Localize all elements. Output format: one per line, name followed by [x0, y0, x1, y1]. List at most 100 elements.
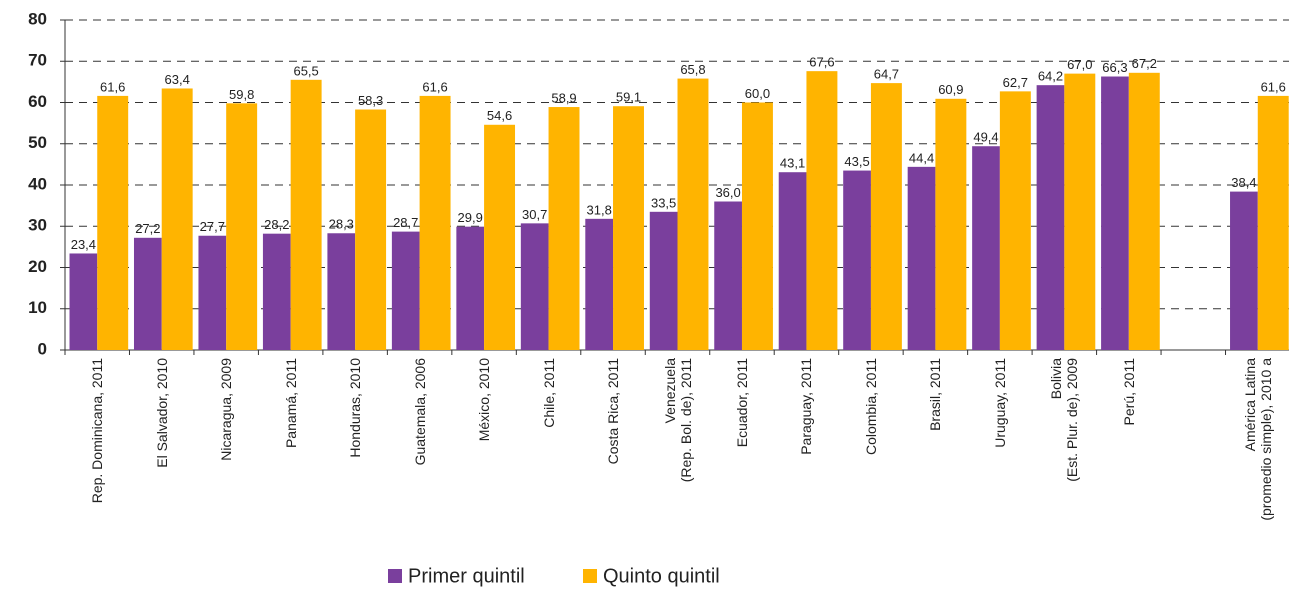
- value-label: 61,6: [422, 79, 447, 94]
- bar: [999, 91, 1031, 351]
- bar: [456, 226, 485, 350]
- value-label: 61,6: [100, 79, 125, 94]
- value-label: 28,7: [393, 215, 418, 230]
- bar: [613, 106, 644, 351]
- value-label: 64,7: [874, 67, 899, 82]
- value-label: 64,2: [1038, 69, 1063, 84]
- value-label: 60,9: [938, 82, 963, 97]
- bar: [1230, 191, 1258, 350]
- value-label: 59,8: [229, 87, 254, 102]
- value-label: 67,0: [1067, 57, 1092, 72]
- value-label: 27,2: [135, 221, 160, 236]
- value-label: 30,7: [522, 207, 547, 222]
- y-tick-label: 40: [28, 174, 47, 193]
- bar: [133, 237, 162, 350]
- legend-label: Primer quintil: [408, 565, 525, 587]
- bar: [548, 107, 580, 350]
- bar: [1128, 72, 1160, 351]
- bar: [585, 218, 614, 350]
- bar: [677, 78, 709, 350]
- bar: [870, 83, 902, 351]
- bar: [1101, 76, 1129, 350]
- x-tick-label: Paraguay, 2011: [798, 358, 815, 455]
- bar: [806, 71, 838, 351]
- value-label: 44,4: [909, 150, 934, 165]
- value-label: 54,6: [487, 108, 512, 123]
- bar: [327, 233, 356, 350]
- value-label: 43,1: [780, 156, 805, 171]
- value-label: 49,4: [973, 130, 998, 145]
- bar: [226, 103, 258, 350]
- bar: [1064, 73, 1096, 350]
- bar: [484, 124, 516, 351]
- value-label: 58,3: [358, 93, 383, 108]
- bar: [935, 98, 967, 350]
- x-tick-label: Uruguay, 2011: [991, 358, 1008, 448]
- legend-swatch: [388, 569, 402, 583]
- bar: [741, 102, 773, 350]
- value-label: 67,2: [1132, 56, 1157, 71]
- value-label: 43,5: [844, 154, 869, 169]
- bar: [355, 109, 387, 350]
- value-label: 29,9: [458, 210, 483, 225]
- bar: [69, 253, 98, 350]
- x-tick-label: Guatemala, 2006: [411, 358, 428, 466]
- bar: [198, 235, 227, 350]
- value-label: 67,6: [809, 55, 834, 70]
- x-tick-label: Venezuela (Rep. Bol. de), 2011: [661, 358, 694, 483]
- x-tick-label: México, 2010: [476, 358, 493, 442]
- y-tick-label: 80: [28, 9, 47, 28]
- value-label: 62,7: [1003, 75, 1028, 90]
- x-tick-label: Costa Rica, 2011: [605, 358, 622, 465]
- bar: [97, 95, 129, 351]
- value-label: 66,3: [1102, 60, 1127, 75]
- x-tick-label: Chile, 2011: [540, 358, 557, 428]
- bar: [262, 233, 291, 350]
- bar: [161, 88, 193, 350]
- value-label: 60,0: [745, 86, 770, 101]
- y-tick-label: 20: [28, 257, 47, 276]
- bar: [1257, 95, 1289, 351]
- value-label: 58,9: [551, 90, 576, 105]
- y-tick-label: 10: [28, 298, 47, 317]
- value-label: 59,1: [616, 90, 641, 105]
- bar: [1036, 85, 1065, 351]
- value-label: 23,4: [71, 237, 96, 252]
- y-tick-label: 60: [28, 92, 47, 111]
- x-tick-label: Rep. Dominicana, 2011: [89, 358, 106, 504]
- x-tick-label: América Latina (promedio simple), 2010 a: [1241, 358, 1274, 521]
- x-tick-label: Nicaragua, 2009: [218, 358, 235, 461]
- value-label: 61,6: [1261, 79, 1286, 94]
- bar: [714, 201, 742, 350]
- bar: [520, 223, 549, 350]
- y-tick-label: 70: [28, 51, 47, 70]
- x-tick-label: Ecuador, 2011: [733, 358, 750, 448]
- bar: [391, 231, 420, 350]
- bar: [419, 95, 451, 351]
- value-label: 31,8: [587, 202, 612, 217]
- bar: [843, 170, 871, 350]
- y-tick-label: 30: [28, 216, 47, 235]
- x-tick-label: Honduras, 2010: [347, 358, 364, 458]
- value-label: 36,0: [715, 185, 740, 200]
- x-tick-label: Perú, 2011: [1120, 358, 1137, 426]
- bar: [907, 166, 936, 350]
- x-tick-label: Colombia, 2011: [862, 358, 879, 456]
- bar: [290, 79, 322, 350]
- y-tick-label: 0: [38, 339, 47, 358]
- x-tick-label: Brasil, 2011: [927, 358, 944, 431]
- x-tick-label: Panamá, 2011: [282, 358, 299, 449]
- bar: [649, 211, 678, 350]
- legend-swatch: [583, 569, 597, 583]
- value-label: 65,8: [680, 62, 705, 77]
- value-label: 63,4: [165, 72, 190, 87]
- value-label: 38,4: [1231, 175, 1256, 190]
- value-label: 33,5: [651, 195, 676, 210]
- x-tick-label: El Salvador, 2010: [153, 358, 170, 468]
- value-label: 27,7: [200, 219, 225, 234]
- x-tick-label: Bolivia (Est. Plur. de), 2009: [1048, 358, 1081, 482]
- bar: [972, 146, 1000, 350]
- bar: [778, 172, 807, 350]
